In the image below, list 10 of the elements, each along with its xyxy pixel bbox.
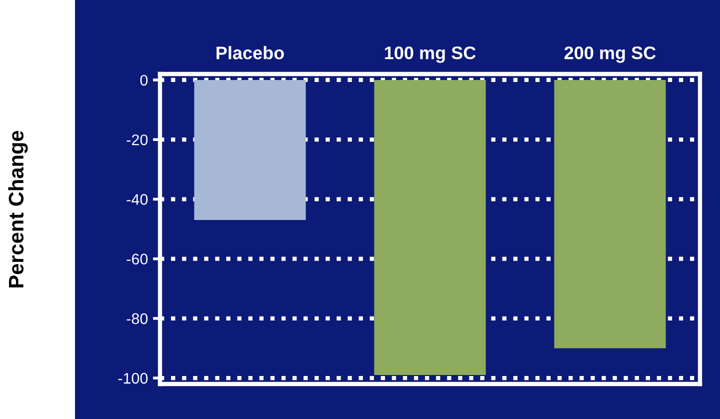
- x-tick-label: Placebo: [216, 46, 284, 60]
- y-tick-label: -20: [126, 134, 148, 146]
- y-axis-title: Percent Change: [8, 130, 28, 288]
- y-tick-label: 0: [140, 74, 148, 86]
- y-tick-label: -100: [118, 372, 148, 384]
- x-tick-label: 200 mg SC: [564, 46, 656, 63]
- y-tick-label: -60: [126, 254, 148, 264]
- x-tick-label: 100 mg SC: [384, 46, 476, 63]
- y-tick-label: -40: [126, 194, 148, 205]
- y-tick-label: -80: [126, 313, 148, 324]
